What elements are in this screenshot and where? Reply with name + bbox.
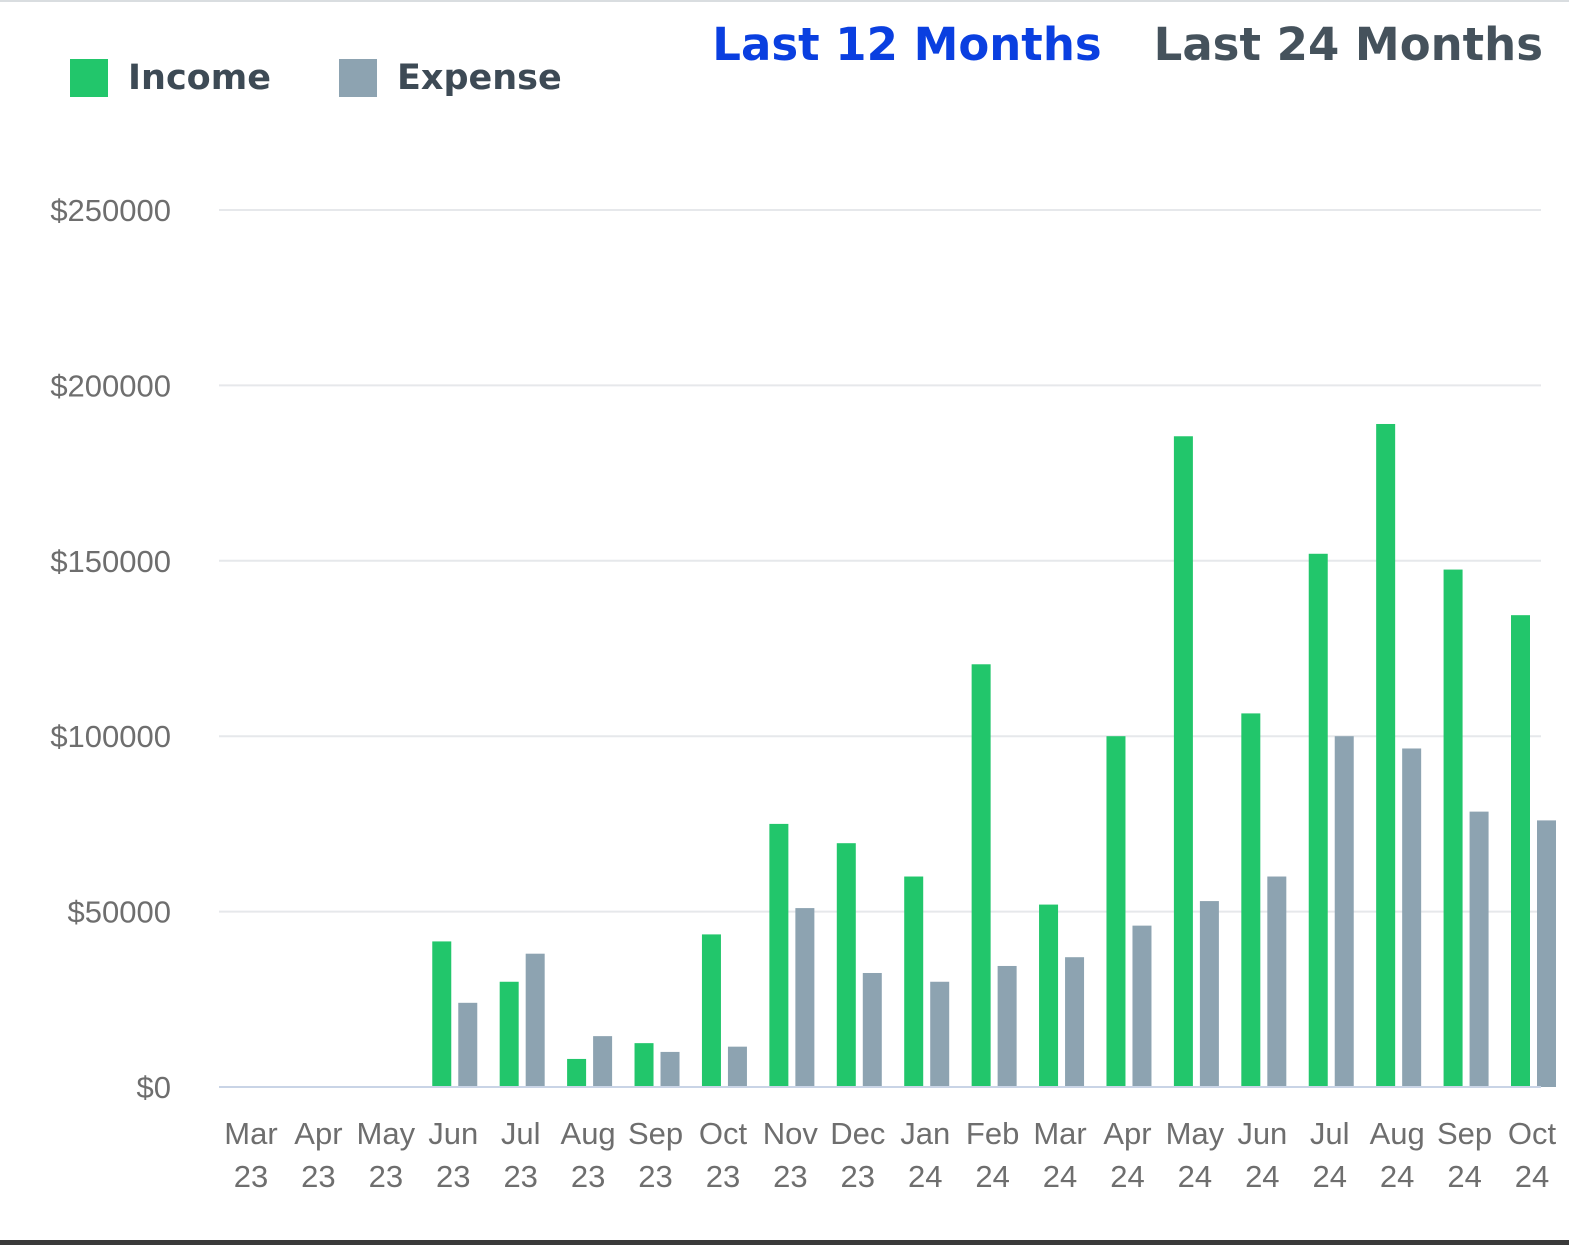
income-bar — [1511, 615, 1530, 1087]
legend-label-income: Income — [128, 58, 271, 98]
x-tick-label: 23 — [841, 1159, 875, 1194]
expense-bar — [593, 1036, 613, 1087]
x-tick-label: 24 — [1178, 1159, 1212, 1194]
x-tick-label: May — [357, 1116, 416, 1151]
x-tick-label: Jun — [428, 1116, 478, 1151]
x-tick-label: Jun — [1237, 1116, 1287, 1151]
legend-item-expense[interactable]: Expense — [338, 58, 562, 98]
y-tick-label: $150000 — [50, 544, 171, 579]
expense-bar — [1199, 901, 1219, 1087]
expense-bar — [795, 908, 815, 1087]
x-tick-label: Sep — [628, 1116, 683, 1151]
x-tick-label: 24 — [1043, 1159, 1077, 1194]
income-bar — [836, 843, 856, 1087]
x-tick-label: 23 — [436, 1159, 470, 1194]
x-tick-label: Jul — [501, 1116, 541, 1151]
expense-bar — [660, 1051, 680, 1087]
income-bar — [701, 934, 721, 1087]
legend-item-income[interactable]: Income — [70, 58, 271, 98]
x-tick-label: Oct — [1508, 1116, 1557, 1151]
x-tick-label: Feb — [966, 1116, 1019, 1151]
expense-bar — [1469, 811, 1489, 1087]
expense-bar — [1267, 876, 1287, 1087]
income-bar — [432, 941, 452, 1087]
x-tick-label: 23 — [706, 1159, 740, 1194]
income-swatch-icon — [70, 59, 108, 97]
y-tick-label: $100000 — [50, 719, 171, 754]
expense-bar — [1334, 736, 1354, 1087]
x-tick-label: 24 — [1245, 1159, 1279, 1194]
x-tick-label: Aug — [561, 1116, 616, 1151]
income-bar — [1106, 736, 1126, 1087]
y-tick-label: $200000 — [50, 368, 171, 403]
tab-last-12-months[interactable]: Last 12 Months — [712, 18, 1102, 71]
income-bar — [634, 1043, 654, 1087]
y-tick-label: $0 — [137, 1070, 171, 1105]
x-tick-label: Mar — [1033, 1116, 1086, 1151]
legend-label-expense: Expense — [396, 58, 562, 98]
expense-bar — [1402, 748, 1422, 1087]
income-bar — [1376, 423, 1396, 1087]
top-border — [0, 0, 1569, 2]
expense-bar — [525, 953, 545, 1087]
x-tick-label: Mar — [224, 1116, 277, 1151]
x-tick-label: 24 — [908, 1159, 942, 1194]
x-tick-label: Jan — [900, 1116, 950, 1151]
x-tick-label: 23 — [369, 1159, 403, 1194]
income-bar — [567, 1058, 587, 1087]
x-tick-label: 24 — [975, 1159, 1009, 1194]
income-bar — [1241, 713, 1261, 1087]
x-tick-label: Oct — [699, 1116, 748, 1151]
income-bar — [904, 876, 924, 1087]
x-tick-label: Aug — [1370, 1116, 1425, 1151]
expense-bar — [458, 1002, 478, 1087]
x-tick-label: May — [1166, 1116, 1225, 1151]
income-bar — [1308, 553, 1328, 1087]
x-tick-label: 23 — [638, 1159, 672, 1194]
x-tick-label: 23 — [773, 1159, 807, 1194]
income-bar — [1039, 904, 1059, 1087]
x-tick-label: Apr — [1103, 1116, 1151, 1151]
x-tick-label: 24 — [1515, 1159, 1549, 1194]
expense-swatch-icon — [338, 59, 377, 97]
x-tick-label: Dec — [830, 1116, 885, 1151]
chart-legend: Income Expense — [70, 58, 630, 98]
tab-last-24-months[interactable]: Last 24 Months — [1153, 18, 1543, 71]
expense-bar — [727, 1046, 747, 1087]
income-bar — [1173, 436, 1193, 1087]
x-tick-label: Apr — [294, 1116, 342, 1151]
range-tabs: Last 12 Months Last 24 Months — [660, 18, 1543, 71]
x-tick-label: 23 — [571, 1159, 605, 1194]
x-tick-label: 24 — [1447, 1159, 1481, 1194]
income-bar — [769, 823, 789, 1087]
expense-bar — [930, 981, 950, 1087]
expense-bar — [1065, 957, 1085, 1087]
x-tick-label: Sep — [1437, 1116, 1492, 1151]
income-bar — [499, 981, 519, 1087]
x-tick-label: 23 — [234, 1159, 268, 1194]
expense-bar — [862, 972, 882, 1087]
x-tick-label: 24 — [1380, 1159, 1414, 1194]
income-bar — [1443, 569, 1463, 1087]
x-tick-label: Nov — [763, 1116, 819, 1151]
y-tick-label: $250000 — [50, 193, 171, 228]
x-tick-label: 23 — [503, 1159, 537, 1194]
x-tick-label: 24 — [1312, 1159, 1346, 1194]
bottom-border — [0, 1240, 1569, 1245]
expense-bar — [1537, 820, 1556, 1087]
x-tick-label: Jul — [1310, 1116, 1350, 1151]
expense-bar — [997, 965, 1017, 1087]
x-tick-label: 23 — [301, 1159, 335, 1194]
income-bar — [971, 664, 991, 1087]
expense-bar — [1132, 925, 1152, 1087]
y-tick-label: $50000 — [68, 895, 171, 930]
x-tick-label: 24 — [1110, 1159, 1144, 1194]
